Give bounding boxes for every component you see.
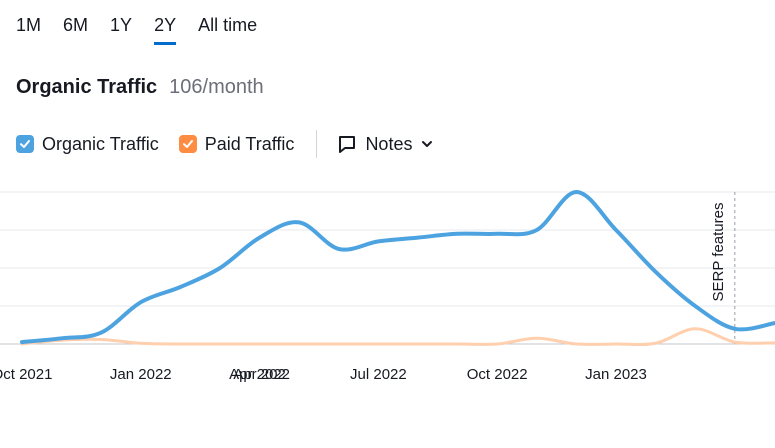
date-range-tabs: 1M 6M 1Y 2Y All time <box>16 14 257 45</box>
notes-label: Notes <box>365 133 413 154</box>
message-square-icon <box>339 136 356 153</box>
traffic-value: 106/month <box>169 76 264 98</box>
x-tick-label: Jan 2023 <box>585 366 647 383</box>
range-tab-1m[interactable]: 1M <box>16 15 42 35</box>
organic-checkbox[interactable] <box>16 135 34 153</box>
legend-divider <box>316 130 318 158</box>
legend-label-paid: Paid Traffic <box>204 133 295 154</box>
paid-checkbox[interactable] <box>178 135 197 153</box>
legend-label-organic: Organic Traffic <box>42 133 159 154</box>
chevron-down-icon <box>422 141 433 147</box>
legend-item-organic[interactable]: Organic Traffic <box>16 134 159 155</box>
organic-traffic-line <box>20 327 775 347</box>
x-tick-label: Apr 2022 <box>229 366 290 383</box>
checkmark-icon <box>20 140 30 148</box>
annotation-label: SERP features <box>710 203 727 302</box>
chart-title: Organic Traffic <box>16 76 158 98</box>
range-tab-all-time[interactable]: All time <box>198 15 258 35</box>
legend: Organic Traffic Paid Traffic Notes <box>16 130 434 158</box>
x-tick-label: Jan 2022 <box>110 366 172 383</box>
range-tab-2y[interactable]: 2Y <box>154 14 177 45</box>
x-tick-label: Apr 202 <box>233 366 286 383</box>
range-tab-1y[interactable]: 1Y <box>110 15 133 35</box>
x-tick-label: Oct 2021 <box>0 366 52 383</box>
chart-header: Organic Traffic 106/month <box>16 76 264 99</box>
checkmark-icon <box>182 140 193 148</box>
x-tick-label: Oct 2022 <box>467 366 528 383</box>
legend-item-paid[interactable]: Paid Traffic <box>178 133 295 155</box>
paid-traffic-line <box>20 190 775 345</box>
notes-button[interactable]: Notes <box>337 134 434 155</box>
range-tab-6m[interactable]: 6M <box>63 15 89 35</box>
x-tick-label: Jul 2022 <box>350 366 407 383</box>
